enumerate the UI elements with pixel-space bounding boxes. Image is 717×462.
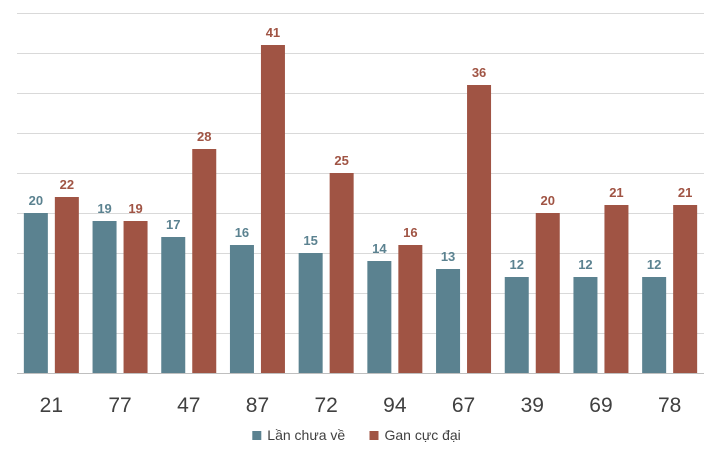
category-label: 72 <box>314 394 337 417</box>
bar-gan-cuc-dai-69 <box>604 205 629 373</box>
category-label: 69 <box>589 394 612 417</box>
bar-lan-chua-ve-39 <box>504 277 529 373</box>
legend-label: Gan cực đại <box>385 427 461 443</box>
data-label: 36 <box>472 65 486 80</box>
bar-gan-cuc-dai-21 <box>54 197 79 373</box>
legend-label: Lần chưa về <box>267 427 345 443</box>
legend-swatch <box>369 431 379 440</box>
category-label: 67 <box>452 394 475 417</box>
data-label: 25 <box>334 153 348 168</box>
data-label: 19 <box>97 201 111 216</box>
category-label: 21 <box>40 394 63 417</box>
bar-lan-chua-ve-87 <box>229 245 254 373</box>
data-label: 17 <box>166 217 180 232</box>
data-labels: 20 22 19 19 17 28 16 41 15 25 14 16 13 36 12 20 12 21 12 21 <box>29 25 693 272</box>
data-label: 12 <box>647 257 661 272</box>
legend-swatch <box>252 431 262 440</box>
bar-lan-chua-ve-77 <box>92 221 117 373</box>
data-label: 22 <box>60 177 74 192</box>
bar-lan-chua-ve-94 <box>367 261 392 373</box>
category-label: 78 <box>658 394 681 417</box>
gridlines <box>17 13 704 334</box>
data-label: 12 <box>578 257 592 272</box>
data-label: 13 <box>441 249 455 264</box>
category-label: 87 <box>246 394 269 417</box>
data-label: 20 <box>29 193 43 208</box>
bar-gan-cuc-dai-39 <box>535 213 560 373</box>
data-label: 20 <box>541 193 555 208</box>
data-label: 16 <box>403 225 417 240</box>
bar-lan-chua-ve-67 <box>436 269 461 373</box>
category-label: 94 <box>383 394 407 417</box>
data-label: 28 <box>197 129 211 144</box>
bar-gan-cuc-dai-87 <box>260 45 285 373</box>
data-label: 14 <box>372 241 387 256</box>
bar-gan-cuc-dai-78 <box>673 205 698 373</box>
data-label: 21 <box>609 185 623 200</box>
category-label: 39 <box>521 394 544 417</box>
data-label: 15 <box>303 233 317 248</box>
bar-gan-cuc-dai-67 <box>467 85 492 373</box>
data-label: 21 <box>678 185 692 200</box>
data-label: 41 <box>266 25 280 40</box>
bar-gan-cuc-dai-72 <box>329 173 354 373</box>
data-label: 16 <box>235 225 249 240</box>
category-label: 47 <box>177 394 200 417</box>
data-label: 12 <box>510 257 524 272</box>
legend: Lần chưa về Gan cực đại <box>252 427 461 443</box>
bar-gan-cuc-dai-47 <box>192 149 217 373</box>
bar-gan-cuc-dai-77 <box>123 221 148 373</box>
bar-lan-chua-ve-72 <box>298 253 323 373</box>
category-labels: 21 77 47 87 72 94 67 39 69 78 <box>40 394 682 417</box>
category-label: 77 <box>108 394 131 417</box>
bar-gan-cuc-dai-94 <box>398 245 423 373</box>
bar-lan-chua-ve-47 <box>161 237 186 373</box>
bar-lan-chua-ve-21 <box>23 213 48 373</box>
bar-lan-chua-ve-69 <box>573 277 598 373</box>
bars <box>23 45 698 373</box>
data-label: 19 <box>128 201 142 216</box>
bar-lan-chua-ve-78 <box>642 277 667 373</box>
